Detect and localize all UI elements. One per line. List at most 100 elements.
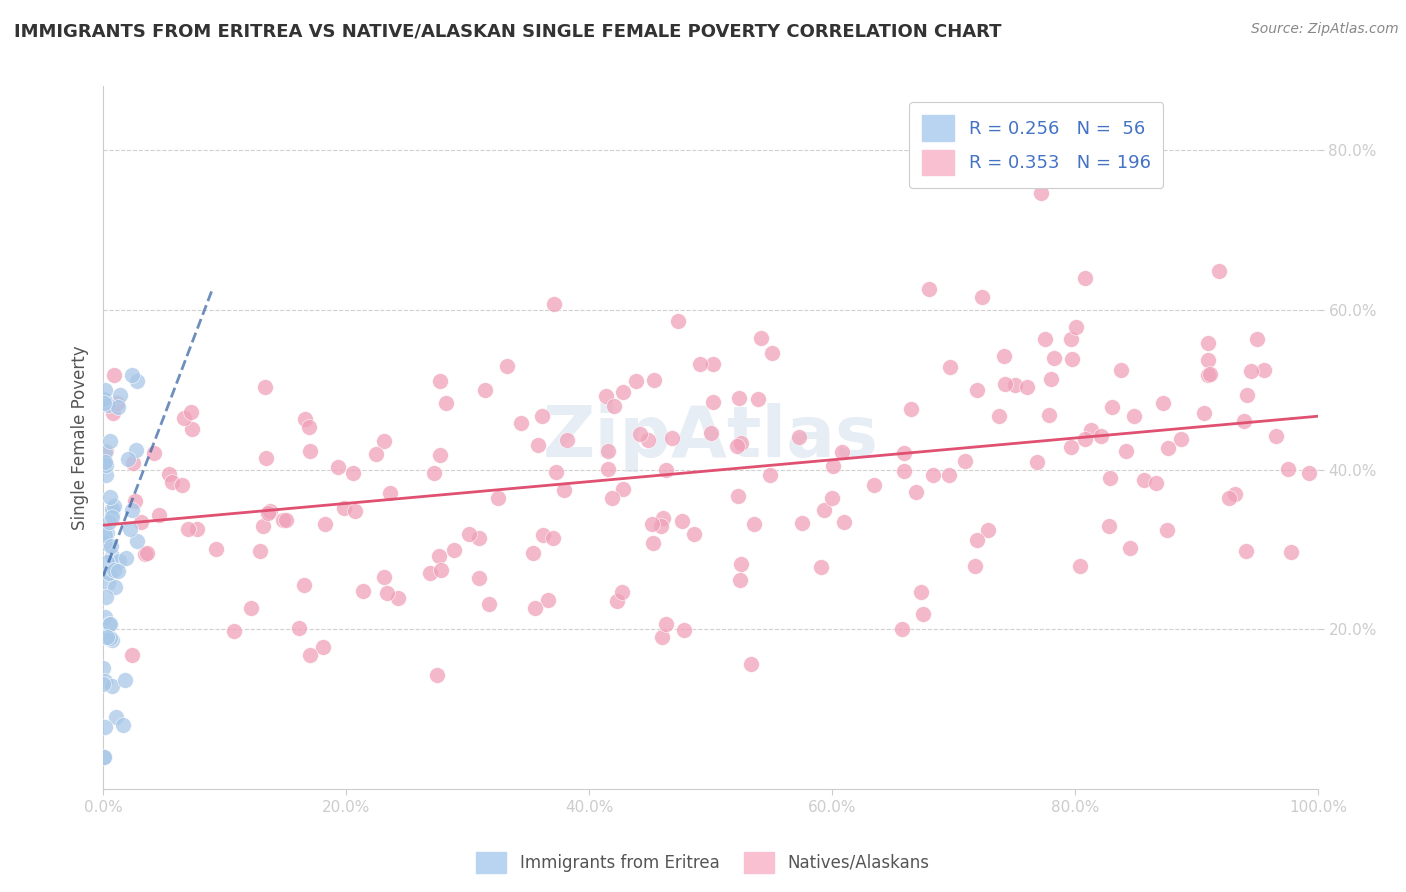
Point	[101, 405, 124, 419]
Point	[893, 465, 915, 479]
Point	[1246, 332, 1268, 346]
Point	[1080, 423, 1102, 437]
Point	[740, 657, 762, 671]
Point	[955, 454, 977, 468]
Point	[107, 564, 129, 578]
Point	[790, 516, 813, 530]
Point	[1197, 335, 1219, 350]
Point	[650, 518, 672, 533]
Point	[891, 622, 914, 636]
Point	[596, 462, 619, 476]
Point	[429, 374, 451, 388]
Point	[1157, 441, 1180, 455]
Point	[314, 516, 336, 531]
Point	[1133, 473, 1156, 487]
Point	[93, 677, 115, 691]
Point	[378, 485, 401, 500]
Point	[108, 554, 131, 568]
Point	[666, 314, 689, 328]
Point	[730, 436, 752, 450]
Point	[1234, 544, 1257, 558]
Point	[419, 566, 441, 580]
Point	[1026, 455, 1049, 469]
Point	[643, 373, 665, 387]
Point	[655, 463, 678, 477]
Point	[966, 533, 988, 548]
Point	[256, 506, 278, 520]
Point	[821, 491, 844, 505]
Point	[94, 528, 117, 542]
Point	[458, 527, 481, 541]
Point	[1144, 475, 1167, 490]
Point	[96, 555, 118, 569]
Point	[373, 434, 395, 449]
Point	[333, 500, 356, 515]
Point	[1264, 429, 1286, 443]
Point	[297, 419, 319, 434]
Point	[651, 630, 673, 644]
Point	[125, 442, 148, 457]
Point	[94, 445, 117, 459]
Point	[93, 750, 115, 764]
Point	[474, 383, 496, 397]
Point	[1233, 414, 1256, 428]
Point	[526, 438, 548, 452]
Point	[1060, 352, 1083, 367]
Point	[1218, 491, 1240, 505]
Point	[831, 444, 853, 458]
Point	[1194, 406, 1216, 420]
Point	[375, 586, 398, 600]
Point	[1197, 353, 1219, 368]
Point	[727, 489, 749, 503]
Point	[157, 467, 180, 481]
Point	[105, 396, 128, 410]
Point	[468, 531, 491, 545]
Point	[274, 513, 297, 527]
Point	[366, 447, 388, 461]
Point	[299, 443, 322, 458]
Point	[343, 503, 366, 517]
Point	[426, 667, 449, 681]
Point	[600, 491, 623, 505]
Point	[103, 563, 125, 577]
Point	[111, 718, 134, 732]
Point	[94, 458, 117, 472]
Point	[160, 475, 183, 490]
Point	[603, 400, 626, 414]
Point	[100, 539, 122, 553]
Point	[912, 607, 935, 621]
Point	[725, 439, 748, 453]
Point	[1098, 518, 1121, 533]
Point	[429, 549, 451, 564]
Point	[1198, 367, 1220, 381]
Point	[1004, 377, 1026, 392]
Point	[104, 581, 127, 595]
Point	[1098, 471, 1121, 485]
Point	[93, 396, 115, 410]
Point	[537, 593, 560, 607]
Point	[689, 357, 711, 371]
Point	[352, 583, 374, 598]
Point	[759, 467, 782, 482]
Point	[101, 509, 124, 524]
Point	[98, 566, 121, 580]
Point	[252, 519, 274, 533]
Point	[1060, 332, 1083, 346]
Point	[97, 616, 120, 631]
Point	[373, 570, 395, 584]
Point	[751, 331, 773, 345]
Point	[522, 546, 544, 560]
Point	[543, 297, 565, 311]
Point	[641, 536, 664, 550]
Point	[254, 379, 277, 393]
Point	[342, 467, 364, 481]
Point	[122, 456, 145, 470]
Point	[423, 466, 446, 480]
Point	[1123, 409, 1146, 424]
Point	[832, 516, 855, 530]
Point	[180, 421, 202, 435]
Point	[523, 600, 546, 615]
Point	[823, 458, 845, 473]
Point	[596, 444, 619, 458]
Point	[939, 360, 962, 375]
